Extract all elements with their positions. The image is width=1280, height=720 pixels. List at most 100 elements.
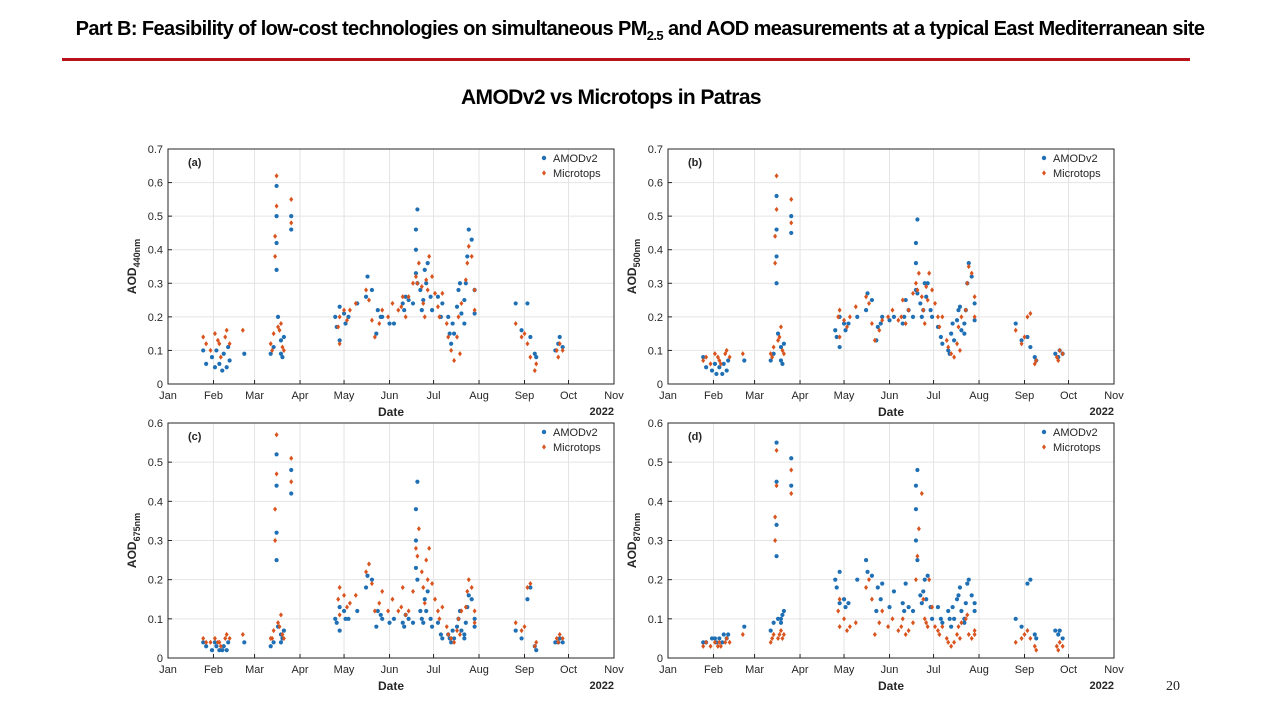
data-point bbox=[454, 624, 460, 629]
data-point bbox=[557, 631, 562, 638]
data-point bbox=[952, 354, 957, 360]
data-point bbox=[906, 604, 911, 610]
data-point bbox=[280, 344, 285, 350]
data-point bbox=[217, 361, 222, 366]
data-point bbox=[853, 620, 858, 626]
data-point bbox=[712, 639, 717, 645]
x-tick-label: Sep bbox=[515, 664, 535, 676]
data-point bbox=[742, 358, 747, 363]
data-point bbox=[446, 314, 451, 319]
data-point bbox=[347, 307, 352, 313]
data-point bbox=[387, 321, 392, 326]
data-point bbox=[724, 368, 729, 373]
data-point bbox=[781, 631, 786, 638]
data-point bbox=[421, 620, 426, 625]
plot-frame bbox=[667, 148, 1115, 385]
data-point bbox=[374, 331, 379, 336]
data-point bbox=[929, 314, 935, 319]
data-point bbox=[399, 604, 404, 610]
x-tick-label: Mar bbox=[245, 390, 264, 402]
data-point bbox=[918, 593, 923, 598]
data-point bbox=[937, 324, 942, 330]
data-point bbox=[278, 640, 284, 645]
data-point bbox=[217, 639, 222, 645]
data-point bbox=[556, 639, 561, 645]
data-point bbox=[274, 557, 279, 563]
y-tick-label: 0.3 bbox=[148, 278, 163, 290]
data-point bbox=[768, 628, 773, 633]
data-point bbox=[347, 600, 352, 606]
data-point bbox=[217, 648, 222, 653]
data-point bbox=[337, 314, 342, 320]
data-point bbox=[946, 344, 951, 350]
data-point bbox=[333, 616, 338, 621]
data-point bbox=[374, 624, 379, 629]
data-point bbox=[726, 632, 731, 637]
data-point bbox=[413, 227, 419, 232]
data-point bbox=[438, 632, 443, 637]
data-point bbox=[916, 270, 921, 276]
data-point bbox=[433, 290, 438, 296]
data-point bbox=[334, 620, 339, 625]
y-axis-label-subscript: 675nm bbox=[132, 513, 142, 542]
legend-label: Microtops bbox=[553, 442, 601, 454]
data-point bbox=[902, 314, 907, 319]
slide-title-main: Part B: Feasibility of low-cost technolo… bbox=[75, 18, 648, 40]
data-point bbox=[962, 620, 967, 625]
data-point bbox=[456, 616, 461, 622]
data-point bbox=[472, 287, 477, 293]
data-point bbox=[369, 580, 374, 587]
data-point bbox=[723, 639, 728, 645]
data-point bbox=[956, 593, 961, 598]
data-point bbox=[560, 344, 565, 350]
data-point bbox=[377, 600, 382, 606]
data-point bbox=[903, 297, 908, 303]
data-point bbox=[940, 314, 945, 320]
data-point bbox=[704, 354, 709, 360]
data-point bbox=[425, 261, 430, 266]
data-point bbox=[774, 522, 779, 527]
x-tick-label: Nov bbox=[604, 664, 624, 676]
data-point bbox=[534, 639, 539, 645]
data-point bbox=[456, 287, 461, 293]
data-point bbox=[837, 334, 842, 340]
data-point bbox=[369, 287, 375, 293]
data-point bbox=[201, 334, 206, 340]
data-point bbox=[900, 321, 905, 326]
plot-area bbox=[168, 149, 614, 384]
data-point bbox=[390, 596, 395, 602]
data-point bbox=[930, 287, 935, 293]
data-point bbox=[402, 308, 407, 313]
data-point bbox=[910, 608, 916, 614]
data-point bbox=[413, 538, 419, 543]
data-point bbox=[557, 341, 562, 347]
data-point bbox=[212, 635, 217, 642]
data-point bbox=[924, 294, 929, 299]
data-point bbox=[775, 616, 781, 621]
data-point bbox=[773, 514, 778, 520]
data-point bbox=[704, 639, 709, 645]
data-point bbox=[1057, 628, 1062, 633]
data-point bbox=[419, 284, 424, 290]
data-point bbox=[278, 338, 284, 343]
data-point bbox=[777, 631, 782, 638]
data-point bbox=[789, 490, 794, 497]
data-point bbox=[972, 318, 977, 323]
data-point bbox=[281, 635, 286, 642]
data-point bbox=[944, 337, 949, 343]
data-point bbox=[525, 584, 530, 591]
data-point bbox=[435, 304, 440, 310]
data-point bbox=[726, 358, 731, 363]
data-point bbox=[277, 624, 282, 630]
data-point bbox=[450, 628, 455, 633]
data-point bbox=[846, 601, 851, 606]
y-tick-label: 0.2 bbox=[648, 312, 663, 324]
x-axis-label: Date bbox=[878, 679, 904, 693]
data-point bbox=[701, 640, 706, 645]
x-tick-label: Jan bbox=[659, 390, 677, 402]
data-point bbox=[419, 616, 424, 621]
data-point bbox=[422, 267, 427, 272]
data-point bbox=[271, 640, 276, 645]
data-point bbox=[343, 321, 348, 326]
data-point bbox=[416, 260, 421, 266]
